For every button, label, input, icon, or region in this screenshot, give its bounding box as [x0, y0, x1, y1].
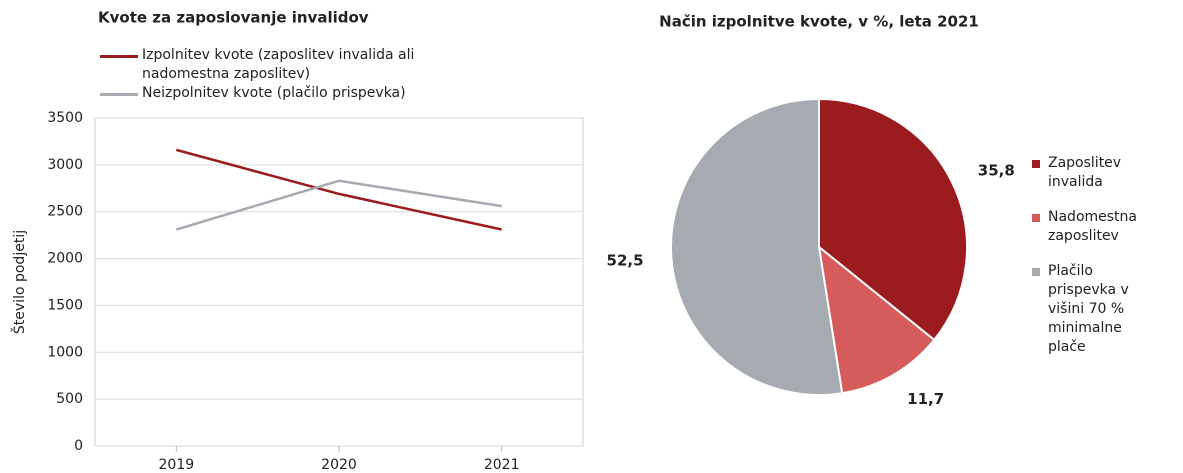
legend-label: Zaposlitev invalida [1048, 155, 1122, 190]
legend-label: Nadomestna zaposlitev [1048, 209, 1137, 244]
series-line [176, 148, 502, 231]
data-label: 11,7 [907, 390, 944, 408]
y-tick-label: 500 [56, 391, 83, 407]
x-tick-label: 2019 [159, 457, 195, 473]
legend-label: Plačilo prispevka v višini 70 % minimaln… [1048, 263, 1129, 355]
x-tick-label: 2021 [484, 457, 520, 473]
legend-item: Plačilo prispevka v višini 70 % minimaln… [1032, 262, 1160, 357]
y-tick-label: 3000 [47, 157, 83, 173]
legend-swatch [1032, 268, 1040, 276]
legend-label: Neizpolnitev kvote (plačilo prispevka) [142, 85, 406, 101]
legend-swatch [100, 93, 138, 96]
series-line [175, 179, 502, 231]
legend-item: Izpolnitev kvote (zaposlitev invalida al… [100, 46, 460, 84]
pie-title: Način izpolnitve kvote, v %, leta 2021 [659, 13, 979, 31]
y-tick-label: 2500 [47, 204, 83, 220]
legend-item: Nadomestna zaposlitev [1032, 208, 1160, 246]
line-title: Kvote za zaposlovanje invalidov [98, 9, 369, 27]
legend-item: Neizpolnitev kvote (plačilo prispevka) [100, 84, 460, 103]
y-axis-label: Število podjetij [10, 230, 28, 334]
data-label: 52,5 [607, 251, 644, 269]
plot-frame [94, 117, 584, 447]
line-legend: Izpolnitev kvote (zaposlitev invalida al… [100, 46, 460, 103]
y-tick-label: 3500 [47, 110, 83, 126]
y-tick-label: 0 [74, 438, 83, 454]
data-label: 35,8 [978, 162, 1015, 180]
y-tick-label: 1500 [47, 297, 83, 313]
x-tick-label: 2020 [321, 457, 357, 473]
pie-slice [670, 97, 844, 396]
pie-slice [818, 97, 968, 342]
legend-label: Izpolnitev kvote (zaposlitev invalida al… [142, 47, 415, 82]
y-tick-label: 1000 [47, 344, 83, 360]
y-tick-label: 2000 [47, 251, 83, 267]
pie-legend: Zaposlitev invalida Nadomestna zaposlitev… [1032, 154, 1160, 373]
legend-swatch [1032, 214, 1040, 222]
legend-item: Zaposlitev invalida [1032, 154, 1160, 192]
legend-swatch [100, 55, 138, 58]
legend-swatch [1032, 160, 1040, 168]
pie-slice [817, 244, 936, 395]
